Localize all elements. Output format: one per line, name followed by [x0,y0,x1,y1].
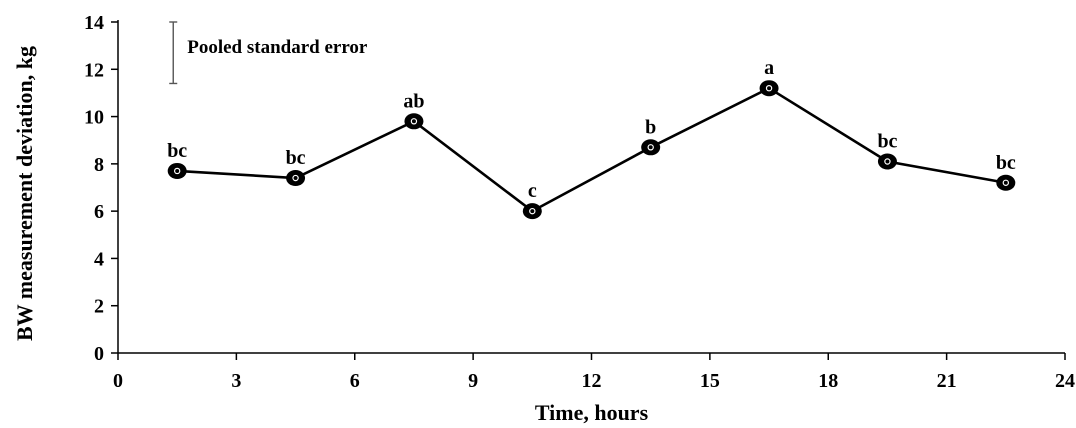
significance-letter-label: bc [286,147,306,169]
data-point-center [529,207,536,215]
y-tick-label: 14 [84,12,104,34]
x-tick-label: 9 [468,370,478,392]
y-tick-label: 8 [94,154,104,176]
data-point-center [765,84,773,92]
data-point [759,80,779,97]
y-tick-label: 0 [94,343,104,365]
y-tick-label: 4 [94,248,104,270]
data-point-center [173,167,181,175]
data-point [641,139,661,156]
series-line [177,86,1007,213]
x-tick-label: 18 [818,370,838,392]
significance-letter-label: c [528,180,537,202]
x-tick-label: 21 [937,370,957,392]
significance-letter-label: a [764,57,774,79]
legend: Pooled standard error [169,21,368,85]
y-tick-label: 6 [94,201,104,223]
data-point [167,162,187,179]
x-tick-label: 12 [582,370,602,392]
y-axis-title: BW measurement deviation, kg [12,46,37,341]
data-point [877,153,897,170]
data-point [996,174,1016,191]
x-tick-label: 3 [231,370,241,392]
data-point [404,113,424,130]
x-tick-label: 24 [1055,370,1075,392]
significance-letter-label: b [645,116,656,138]
axes [117,20,1065,354]
data-point-center [1002,179,1010,186]
x-tick-label: 0 [113,370,123,392]
data-point [286,170,306,187]
y-tick-label: 10 [84,107,104,129]
x-tick-label: 6 [350,370,360,392]
data-point-center [410,118,418,125]
y-tick-label: 2 [94,296,104,318]
significance-letter-label: bc [996,152,1016,174]
y-axis-ticks: 0 2 4 6 8 10 12 14 [84,12,118,365]
x-axis-title: Time, hours [535,400,649,425]
y-tick-label: 12 [84,59,104,81]
legend-label: Pooled standard error [187,37,368,58]
x-axis-ticks: 0 3 6 9 12 15 18 21 24 [113,353,1075,392]
significance-letter-label: bc [877,130,897,152]
x-tick-label: 15 [700,370,720,392]
significance-letter-label: bc [167,140,187,162]
data-point-center [884,158,891,165]
data-point [522,203,542,220]
significance-letter-label: ab [403,90,424,112]
data-point-center [292,174,299,182]
data-point-center [647,144,654,151]
